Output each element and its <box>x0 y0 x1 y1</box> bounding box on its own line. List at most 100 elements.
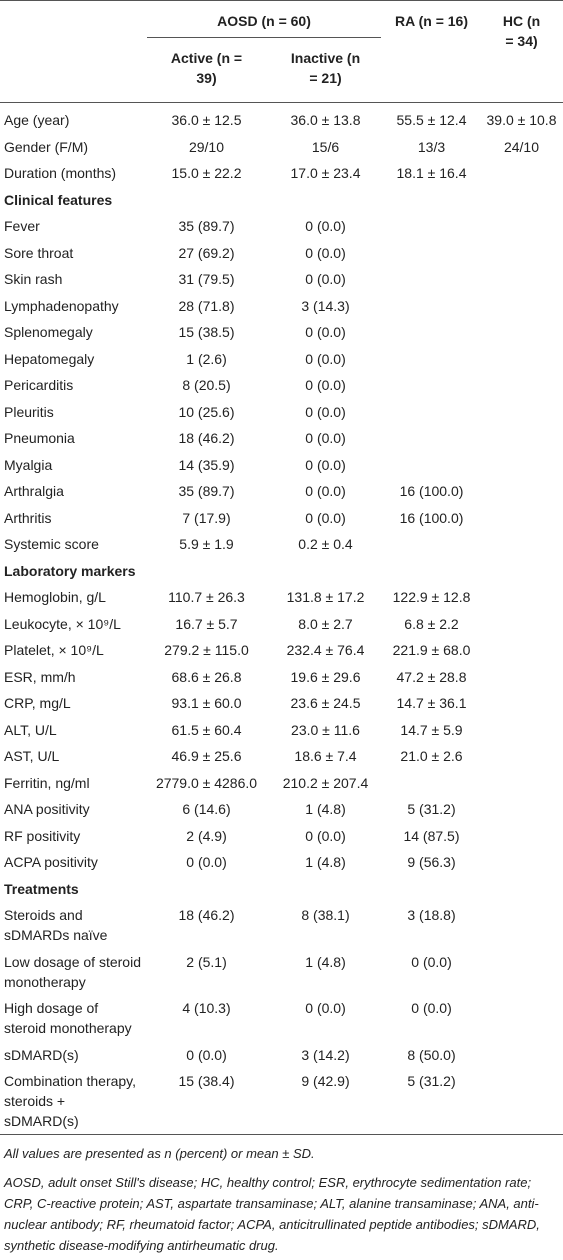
cell: 15/6 <box>311 138 340 155</box>
cell <box>480 690 563 717</box>
cell <box>480 319 563 346</box>
cell <box>480 822 563 849</box>
row-label: Arthralgia <box>4 483 64 499</box>
cell <box>383 266 480 293</box>
cell: 0 (0.0) <box>305 509 346 526</box>
table-row: Fever 35 (89.7) 0 (0.0) <box>0 213 563 240</box>
cell: 8.0 ± 2.7 <box>298 615 353 632</box>
cell: 0 (0.0) <box>305 403 346 420</box>
cell: 0 (0.0) <box>305 271 346 287</box>
table-row: Clinical features <box>0 186 563 213</box>
table-row: Sore throat 27 (69.2) 0 (0.0) <box>0 239 563 266</box>
row-label: ACPA positivity <box>4 854 98 870</box>
cell <box>480 345 563 372</box>
table-row: Hepatomegaly 1 (2.6) 0 (0.0) <box>0 345 563 372</box>
cell: 3 (14.2) <box>301 1046 350 1063</box>
row-label: ANA positivity <box>4 801 90 817</box>
cell <box>480 995 563 1042</box>
table-row: Arthralgia 35 (89.7) 0 (0.0) 16 (100.0) <box>0 478 563 505</box>
table-row: Pneumonia 18 (46.2) 0 (0.0) <box>0 425 563 452</box>
cell: 36.0 ± 12.5 <box>171 112 242 128</box>
row-label: Pneumonia <box>4 430 75 446</box>
cell: 36.0 ± 13.8 <box>290 112 361 128</box>
table-row: CRP, mg/L 93.1 ± 60.0 23.6 ± 24.5 14.7 ± 36… <box>0 690 563 717</box>
cell: 29/10 <box>188 138 225 155</box>
footnote: AOSD, adult onset Still's disease; HC, h… <box>4 1175 540 1254</box>
cell <box>480 948 563 995</box>
row-label: High dosage of steroid monotherapy <box>4 1000 132 1036</box>
row-label: Sore throat <box>4 244 74 261</box>
cell: 6 (14.6) <box>182 801 231 817</box>
cell: 0 (0.0) <box>305 1000 346 1016</box>
table-row: Pleuritis 10 (25.6) 0 (0.0) <box>0 398 563 425</box>
cell: 0 (0.0) <box>305 244 346 261</box>
row-label: AST, U/L <box>4 748 60 764</box>
cell: 122.9 ± 12.8 <box>392 589 471 605</box>
cell: 0 (0.0) <box>411 953 452 970</box>
cell: 14.7 ± 36.1 <box>396 695 467 711</box>
data-table: AOSD (n = 60) RA (n = 16) HC (n = 34) Ac… <box>0 0 563 1136</box>
cell: 16 (100.0) <box>399 509 464 526</box>
cell <box>480 1041 563 1068</box>
cell: 55.5 ± 12.4 <box>396 112 467 128</box>
cell <box>480 743 563 770</box>
cell: 28 (71.8) <box>178 297 235 314</box>
cell <box>480 504 563 531</box>
cell: 6.8 ± 2.2 <box>404 615 459 632</box>
cell: 1 (4.8) <box>305 801 346 817</box>
cell: 14.7 ± 5.9 <box>400 721 463 738</box>
cell <box>480 584 563 611</box>
cell: 7 (17.9) <box>182 509 231 526</box>
row-label: sDMARD(s) <box>4 1046 79 1063</box>
table-row: RF positivity 2 (4.9) 0 (0.0) 14 (87.5) <box>0 822 563 849</box>
row-label: Arthritis <box>4 509 52 526</box>
table-row: Pericarditis 8 (20.5) 0 (0.0) <box>0 372 563 399</box>
cell: 35 (89.7) <box>178 218 235 234</box>
cell <box>480 266 563 293</box>
cell <box>480 769 563 796</box>
cell <box>480 160 563 187</box>
row-label: Ferritin, ng/ml <box>4 774 90 791</box>
cell: 18 (46.2) <box>178 907 235 923</box>
row-label: Gender (F/M) <box>4 138 89 155</box>
cell: 31 (79.5) <box>178 271 235 287</box>
row-label: Platelet, × 10⁹/L <box>4 642 104 658</box>
cell: 46.9 ± 25.6 <box>171 748 242 764</box>
column-header: Inactive (n = 21) <box>290 50 361 86</box>
cell: 0 (0.0) <box>305 324 346 340</box>
cell <box>480 425 563 452</box>
table-row: Gender (F/M) 29/10 15/6 13/3 24/10 <box>0 133 563 160</box>
cell: 8 (20.5) <box>182 377 231 393</box>
cell: 131.8 ± 17.2 <box>286 589 365 605</box>
cell: 110.7 ± 26.3 <box>168 589 245 605</box>
cell: 68.6 ± 26.8 <box>171 668 242 685</box>
cell: 2 (5.1) <box>186 953 227 970</box>
cell: 3 (18.8) <box>407 907 456 923</box>
table-row: Duration (months) 15.0 ± 22.2 17.0 ± 23.4 1… <box>0 160 563 187</box>
cell <box>383 769 480 796</box>
cell <box>480 902 563 949</box>
cell: 24/10 <box>503 138 540 155</box>
cell: 39.0 ± 10.8 <box>486 112 557 128</box>
cell: 8 (50.0) <box>407 1046 456 1063</box>
cell <box>480 1068 563 1135</box>
cell: 27 (69.2) <box>178 244 235 261</box>
row-label: Low dosage of steroid monotherapy <box>4 953 141 990</box>
cell <box>480 637 563 664</box>
table-row: Ferritin, ng/ml 2779.0 ± 4286.0 210.2 ± 20… <box>0 769 563 796</box>
cell <box>480 451 563 478</box>
row-label: Age (year) <box>4 112 70 128</box>
cell: 61.5 ± 60.4 <box>171 721 242 738</box>
cell <box>480 531 563 558</box>
cell: 1 (4.8) <box>305 854 346 870</box>
table-row: Systemic score 5.9 ± 1.9 0.2 ± 0.4 <box>0 531 563 558</box>
table-row: AST, U/L 46.9 ± 25.6 18.6 ± 7.4 21.0 ± 2.6 <box>0 743 563 770</box>
row-label: Lymphadenopathy <box>4 297 119 314</box>
row-label: Combination therapy, steroids + sDMARD(s… <box>4 1073 137 1129</box>
cell: 0 (0.0) <box>305 377 346 393</box>
cell <box>480 398 563 425</box>
cell: 1 (2.6) <box>186 350 227 367</box>
cell: 23.6 ± 24.5 <box>290 695 361 711</box>
footnote: All values are presented as n (percent) … <box>4 1146 315 1162</box>
cell: 8 (38.1) <box>301 907 350 923</box>
